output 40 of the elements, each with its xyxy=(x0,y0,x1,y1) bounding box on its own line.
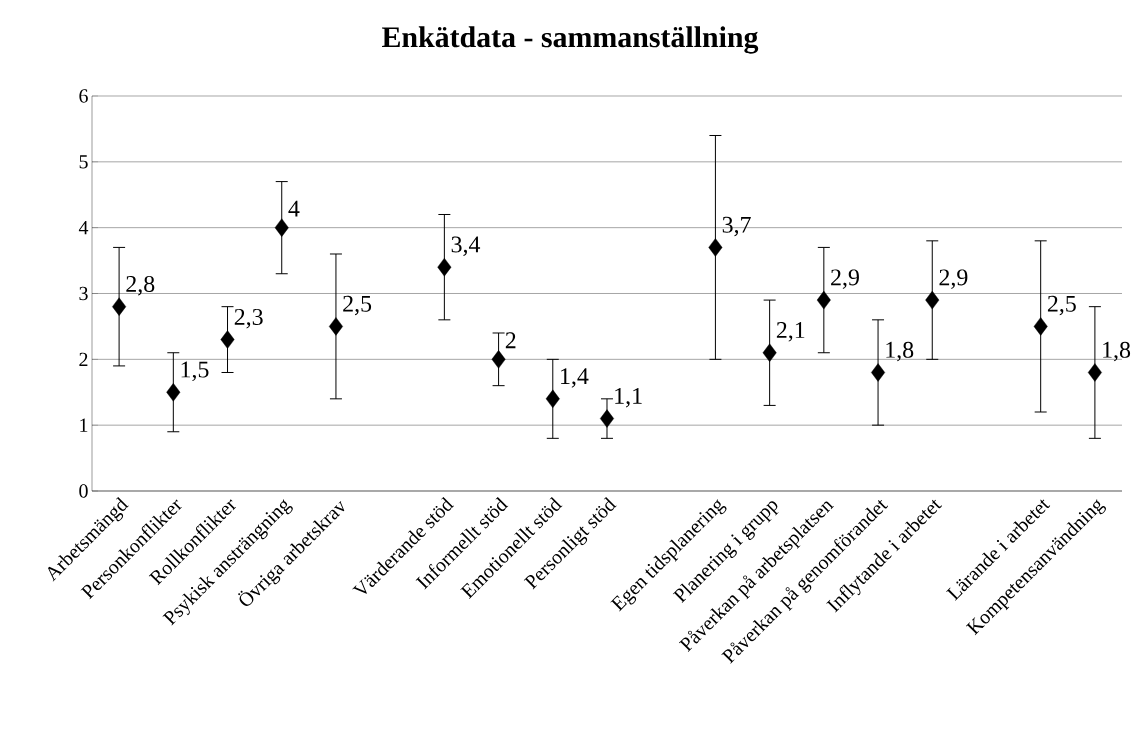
y-tick-label: 5 xyxy=(79,155,88,169)
point xyxy=(491,350,506,369)
data-label: 2,8 xyxy=(126,275,155,296)
data-label: 1,1 xyxy=(615,387,642,408)
data-label: 2,3 xyxy=(234,308,263,329)
point xyxy=(112,297,127,316)
data-label: 2 xyxy=(505,332,516,349)
point xyxy=(545,389,560,409)
point xyxy=(274,218,289,237)
data-label: 4 xyxy=(288,200,300,217)
point xyxy=(1087,363,1102,382)
data-label: 1,8 xyxy=(1103,341,1131,362)
data-label: 1,5 xyxy=(181,361,209,382)
data-label: 3,4 xyxy=(451,236,481,256)
point xyxy=(600,409,614,428)
point xyxy=(1033,317,1048,336)
point xyxy=(329,317,343,336)
data-label: 2,5 xyxy=(343,295,372,316)
data-label: 2,9 xyxy=(939,269,968,289)
data-label: 1,4 xyxy=(561,368,589,388)
chart-title: Enkätdata - sammanställning xyxy=(382,26,759,54)
y-tick-label: 1 xyxy=(80,418,88,432)
data-label: 2,9 xyxy=(831,269,859,289)
data-label: 2,1 xyxy=(776,322,805,342)
point xyxy=(762,343,777,362)
point xyxy=(871,363,885,382)
point xyxy=(925,290,940,310)
y-tick-label: 6 xyxy=(79,89,88,103)
data-label: 2,5 xyxy=(1047,295,1076,316)
data-label: 3,7 xyxy=(722,216,751,237)
data-label: 1,8 xyxy=(886,341,914,362)
y-tick-label: 4 xyxy=(78,221,89,235)
point xyxy=(166,383,181,402)
point xyxy=(708,238,723,257)
point xyxy=(220,330,235,349)
y-tick-label: 0 xyxy=(79,484,88,498)
y-tick-label: 2 xyxy=(79,352,88,366)
point xyxy=(816,290,831,310)
point xyxy=(437,257,452,277)
y-tick-label: 3 xyxy=(79,286,88,301)
